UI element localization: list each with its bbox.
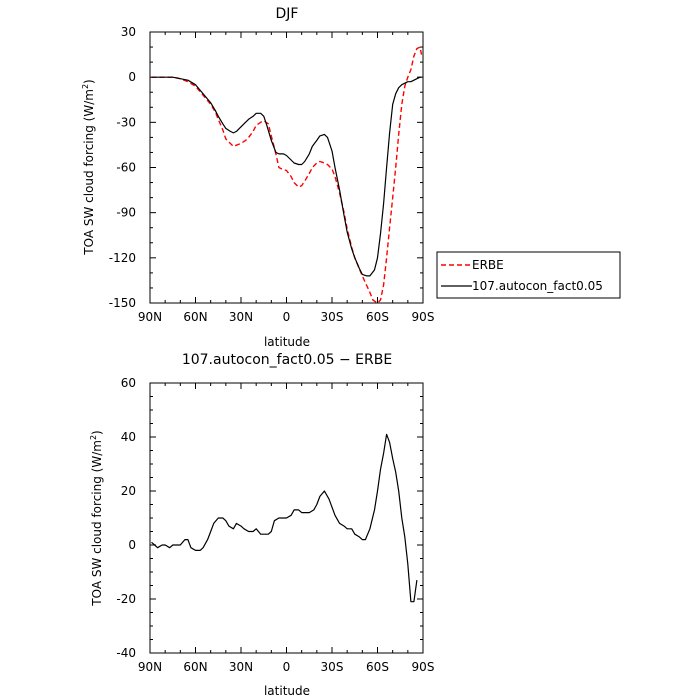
bottom-y-axis-label-superscript: 2 (89, 435, 98, 440)
legend: ERBE 107.autocon_fact0.05 (436, 251, 621, 299)
top-plot-frame (149, 31, 424, 304)
top-y-axis-label-main: TOA SW cloud forcing (W/m (82, 89, 96, 256)
bottom-x-tick-label: 60N (183, 660, 207, 674)
bottom-y-tick-label: 0 (128, 538, 136, 552)
bottom-panel: 107.autocon_fact0.05 − ERBE 90N 60N 30N 0 30… (89, 352, 434, 698)
legend-label-erbe: ERBE (472, 258, 504, 272)
top-x-tick-label: 30N (229, 310, 253, 324)
bottom-y-tick-label: -40 (116, 646, 136, 660)
bottom-y-tick-label: -20 (116, 592, 136, 606)
legend-box (436, 251, 621, 299)
bottom-x-tick-label: 90N (138, 660, 162, 674)
top-series-lines (151, 46, 423, 304)
top-y-tick-label: 30 (121, 25, 136, 39)
top-y-tick-label: -30 (116, 115, 136, 129)
top-chart-title: DJF (276, 6, 299, 22)
top-y-tick-label: -150 (109, 296, 136, 310)
top-x-tick-label: 0 (283, 310, 291, 324)
top-x-tick-label: 30S (321, 310, 344, 324)
bottom-axis-ticks: 90N 60N 30N 0 30S 60S 90S -40 -20 0 20 40 60 (116, 376, 434, 674)
legend-label-model: 107.autocon_fact0.05 (472, 279, 603, 293)
bottom-chart-title: 107.autocon_fact0.05 − ERBE (182, 352, 392, 368)
bottom-y-tick-label: 60 (121, 376, 136, 390)
bottom-series-line-difference (151, 433, 418, 603)
bottom-series-lines (151, 433, 418, 603)
bottom-y-tick-label: 40 (121, 430, 136, 444)
top-y-tick-label: -120 (109, 251, 136, 265)
top-panel: DJF 90N 60N 30N 0 30S 60S 90S -150 -120 -90 -60 -30… (81, 6, 434, 349)
top-x-tick-label: 60S (366, 310, 389, 324)
top-x-tick-label: 90S (412, 310, 435, 324)
top-y-axis-label-superscript: 2 (81, 84, 90, 89)
top-x-axis-label: latitude (264, 335, 310, 349)
bottom-x-tick-label: 30N (229, 660, 253, 674)
bottom-x-tick-label: 0 (283, 660, 291, 674)
top-y-axis-label: TOA SW cloud forcing (W/m2) (81, 79, 96, 255)
bottom-y-axis-label-close: ) (90, 430, 104, 435)
top-y-tick-label: -90 (116, 206, 136, 220)
top-y-axis-label-close: ) (82, 79, 96, 84)
bottom-x-tick-label: 60S (366, 660, 389, 674)
bottom-x-tick-label: 30S (321, 660, 344, 674)
bottom-x-tick-label: 90S (412, 660, 435, 674)
bottom-x-axis-label: latitude (264, 684, 310, 698)
top-x-tick-label: 60N (183, 310, 207, 324)
top-series-line-erbe (151, 46, 423, 304)
bottom-y-tick-label: 20 (121, 484, 136, 498)
top-y-tick-label: 0 (128, 70, 136, 84)
top-x-tick-label: 90N (138, 310, 162, 324)
top-series-line-107-autocon-fact0-05 (151, 76, 422, 277)
bottom-y-axis-label: TOA SW cloud forcing (W/m2) (89, 430, 104, 606)
top-axis-ticks: 90N 60N 30N 0 30S 60S 90S -150 -120 -90 -60 -30 0 30 (109, 25, 435, 324)
top-y-tick-label: -60 (116, 161, 136, 175)
bottom-y-axis-label-main: TOA SW cloud forcing (W/m (90, 440, 104, 607)
